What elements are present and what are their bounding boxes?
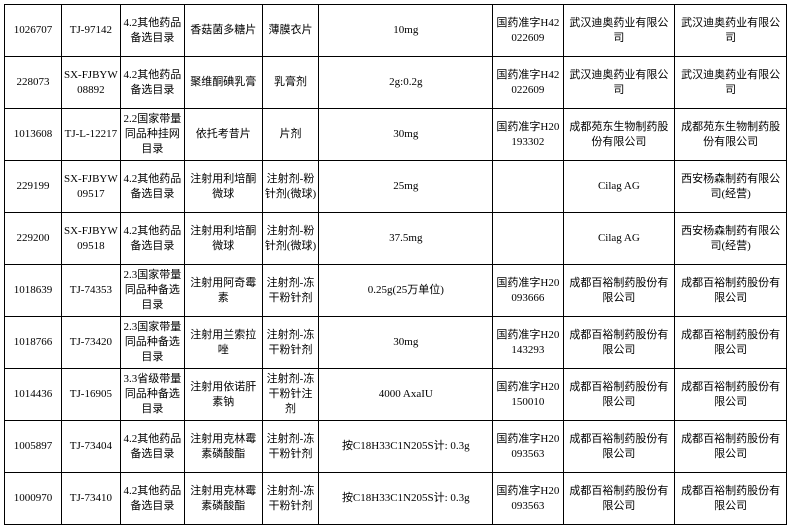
table-cell: 国药准字H20150010 — [493, 369, 563, 421]
table-cell: 注射剂-冻干粉针注剂 — [262, 369, 319, 421]
table-cell: 4.2其他药品备选目录 — [120, 421, 184, 473]
table-row: 1026707TJ-971424.2其他药品备选目录香菇菌多糖片薄膜衣片10mg… — [5, 5, 787, 57]
table-cell: 注射用依诺肝素钠 — [184, 369, 262, 421]
table-cell: 成都百裕制药股份有限公司 — [675, 317, 787, 369]
table-cell: 注射剂-冻干粉针剂 — [262, 317, 319, 369]
table-cell: 228073 — [5, 57, 62, 109]
table-cell: 成都苑东生物制药股份有限公司 — [675, 109, 787, 161]
table-cell: 国药准字H20193302 — [493, 109, 563, 161]
table-cell: 成都百裕制药股份有限公司 — [563, 421, 675, 473]
table-cell: TJ-16905 — [61, 369, 120, 421]
table-row: 1013608TJ-L-122172.2国家带量同品种挂网目录依托考昔片片剂30… — [5, 109, 787, 161]
table-cell: 成都百裕制药股份有限公司 — [675, 421, 787, 473]
table-cell: 注射用兰索拉唑 — [184, 317, 262, 369]
table-cell: 1018766 — [5, 317, 62, 369]
table-cell: SX-FJBYW09518 — [61, 213, 120, 265]
table-cell: 30mg — [319, 109, 493, 161]
table-cell: 229199 — [5, 161, 62, 213]
table-cell: 注射剂-粉针剂(微球) — [262, 161, 319, 213]
table-cell: 依托考昔片 — [184, 109, 262, 161]
table-cell: 2.3国家带量同品种备选目录 — [120, 317, 184, 369]
table-cell: 4.2其他药品备选目录 — [120, 5, 184, 57]
table-cell: 乳膏剂 — [262, 57, 319, 109]
table-cell: 1018639 — [5, 265, 62, 317]
table-cell: 成都苑东生物制药股份有限公司 — [563, 109, 675, 161]
table-row: 1005897TJ-734044.2其他药品备选目录注射用克林霉素磷酸酯注射剂-… — [5, 421, 787, 473]
table-cell: 注射剂-冻干粉针剂 — [262, 421, 319, 473]
table-cell: TJ-74353 — [61, 265, 120, 317]
table-cell: 2.3国家带量同品种备选目录 — [120, 265, 184, 317]
table-cell: 1013608 — [5, 109, 62, 161]
table-cell: TJ-73404 — [61, 421, 120, 473]
table-cell: 薄膜衣片 — [262, 5, 319, 57]
table-cell — [493, 161, 563, 213]
table-cell: 37.5mg — [319, 213, 493, 265]
table-cell: TJ-97142 — [61, 5, 120, 57]
table-cell: 武汉迪奥药业有限公司 — [675, 57, 787, 109]
table-cell: 25mg — [319, 161, 493, 213]
table-row: 229199SX-FJBYW095174.2其他药品备选目录注射用利培酮微球注射… — [5, 161, 787, 213]
table-cell: 4.2其他药品备选目录 — [120, 57, 184, 109]
table-row: 1018639TJ-743532.3国家带量同品种备选目录注射用阿奇霉素注射剂-… — [5, 265, 787, 317]
table-cell: 229200 — [5, 213, 62, 265]
table-cell: Cilag AG — [563, 213, 675, 265]
table-cell: 武汉迪奥药业有限公司 — [563, 57, 675, 109]
table-cell: 注射用利培酮微球 — [184, 213, 262, 265]
table-cell: 片剂 — [262, 109, 319, 161]
table-cell: 1026707 — [5, 5, 62, 57]
table-cell: 武汉迪奥药业有限公司 — [563, 5, 675, 57]
table-cell: 国药准字H42022609 — [493, 57, 563, 109]
table-cell: 1005897 — [5, 421, 62, 473]
table-cell: 注射用克林霉素磷酸酯 — [184, 421, 262, 473]
table-cell: 30mg — [319, 317, 493, 369]
table-cell: 注射剂-粉针剂(微球) — [262, 213, 319, 265]
table-cell: Cilag AG — [563, 161, 675, 213]
table-cell: SX-FJBYW08892 — [61, 57, 120, 109]
table-cell: 成都百裕制药股份有限公司 — [563, 369, 675, 421]
table-cell: 注射剂-冻干粉针剂 — [262, 265, 319, 317]
table-cell: 聚维酮碘乳膏 — [184, 57, 262, 109]
table-cell: 4000 AxaIU — [319, 369, 493, 421]
table-cell: 成都百裕制药股份有限公司 — [563, 265, 675, 317]
drug-table: 1026707TJ-971424.2其他药品备选目录香菇菌多糖片薄膜衣片10mg… — [4, 4, 787, 525]
table-cell: TJ-73420 — [61, 317, 120, 369]
table-cell: 国药准字H20093666 — [493, 265, 563, 317]
table-cell: 国药准字H20143293 — [493, 317, 563, 369]
table-cell: SX-FJBYW09517 — [61, 161, 120, 213]
table-cell: 10mg — [319, 5, 493, 57]
table-cell: 香菇菌多糖片 — [184, 5, 262, 57]
table-cell: 1014436 — [5, 369, 62, 421]
table-row: 1014436TJ-169053.3省级带量同品种备选目录注射用依诺肝素钠注射剂… — [5, 369, 787, 421]
table-cell: 武汉迪奥药业有限公司 — [675, 5, 787, 57]
table-cell: 注射用阿奇霉素 — [184, 265, 262, 317]
table-cell: 2g:0.2g — [319, 57, 493, 109]
table-row: 1018766TJ-734202.3国家带量同品种备选目录注射用兰索拉唑注射剂-… — [5, 317, 787, 369]
table-row: 228073SX-FJBYW088924.2其他药品备选目录聚维酮碘乳膏乳膏剂2… — [5, 57, 787, 109]
table-cell: 西安杨森制药有限公司(经营) — [675, 161, 787, 213]
table-cell: 2.2国家带量同品种挂网目录 — [120, 109, 184, 161]
table-cell: 注射用利培酮微球 — [184, 161, 262, 213]
table-cell — [493, 213, 563, 265]
table-cell: TJ-L-12217 — [61, 109, 120, 161]
table-cell: 3.3省级带量同品种备选目录 — [120, 369, 184, 421]
table-cell: 0.25g(25万单位) — [319, 265, 493, 317]
table-cell: 成都百裕制药股份有限公司 — [675, 369, 787, 421]
table-cell: 成都百裕制药股份有限公司 — [675, 265, 787, 317]
table-cell: 4.2其他药品备选目录 — [120, 161, 184, 213]
table-cell: 4.2其他药品备选目录 — [120, 213, 184, 265]
table-row: 229200SX-FJBYW095184.2其他药品备选目录注射用利培酮微球注射… — [5, 213, 787, 265]
table-cell: 成都百裕制药股份有限公司 — [563, 317, 675, 369]
table-cell: 按C18H33C1N205S计: 0.3g — [319, 421, 493, 473]
table-cell: 国药准字H42022609 — [493, 5, 563, 57]
table-cell: 西安杨森制药有限公司(经营) — [675, 213, 787, 265]
table-cell: 国药准字H20093563 — [493, 421, 563, 473]
